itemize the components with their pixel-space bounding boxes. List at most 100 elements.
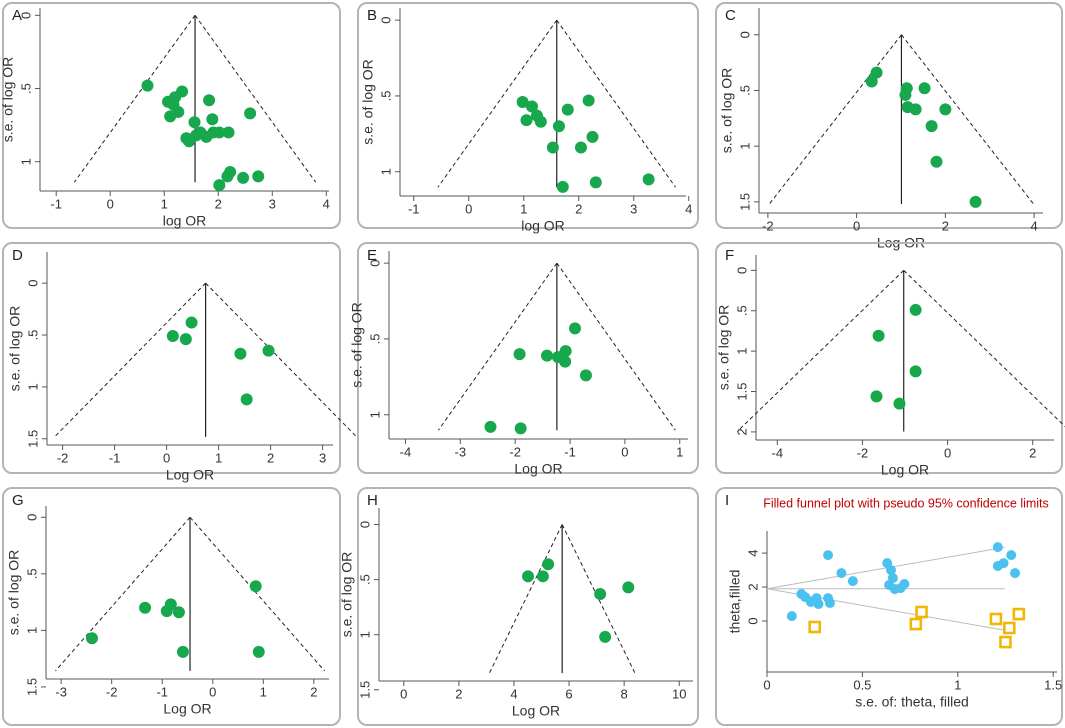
x-axis-title: Log OR xyxy=(163,701,211,717)
funnel-limit xyxy=(736,269,905,432)
point xyxy=(930,155,943,168)
x-axis-title: Log OR xyxy=(514,461,562,477)
point xyxy=(221,170,234,183)
x-axis-title: s.e. of: theta, filled xyxy=(855,694,969,710)
point xyxy=(559,355,572,368)
point xyxy=(786,611,797,622)
point xyxy=(969,195,982,208)
point xyxy=(139,601,152,614)
point xyxy=(164,110,177,123)
y-tick-label: 1 xyxy=(734,348,749,355)
panel-title: Filled funnel plot with pseudo 95% confi… xyxy=(763,496,1049,510)
panel-frame xyxy=(715,242,1063,474)
point xyxy=(915,605,928,619)
y-tick-label: 1 xyxy=(378,168,393,175)
y-tick-label: .5 xyxy=(378,91,393,102)
y-axis-title: s.e. of log OR xyxy=(716,305,732,391)
x-axis-title: log OR xyxy=(163,213,207,229)
y-axis-title: s.e. of log OR xyxy=(6,550,22,636)
point xyxy=(899,88,912,101)
y-tick-label: 2 xyxy=(734,428,749,435)
y-tick-label: 1 xyxy=(357,631,372,638)
point xyxy=(160,605,173,618)
y-axis-title: theta,filled xyxy=(727,570,743,634)
funnel-limit xyxy=(194,15,317,183)
point xyxy=(252,645,265,658)
point xyxy=(813,599,824,610)
x-axis-title: Log OR xyxy=(881,462,929,478)
point xyxy=(520,114,533,127)
point xyxy=(240,393,253,406)
x-tick-label: -1 xyxy=(156,684,168,699)
x-tick-label: 1 xyxy=(520,201,527,216)
y-tick-label: 1 xyxy=(25,383,40,390)
y-axis-title: s.e. of log OR xyxy=(349,302,365,388)
x-tick-label: 4 xyxy=(685,201,692,216)
point xyxy=(899,579,910,590)
x-tick-label: -2 xyxy=(762,218,774,233)
y-tick-label: 4 xyxy=(745,549,760,556)
point xyxy=(1003,621,1016,635)
x-tick-label: -4 xyxy=(400,444,412,459)
point xyxy=(556,180,569,193)
x-tick-label: 4 xyxy=(1031,218,1038,233)
x-tick-label: -2 xyxy=(857,445,869,460)
x-tick-label: 0 xyxy=(465,201,472,216)
panel: F -4 -2 0 2 0 .5 1 1.5 2 Log OR s.e. of log OR xyxy=(715,242,1065,478)
point xyxy=(582,94,595,107)
point xyxy=(252,170,265,183)
y-tick-label: 1 xyxy=(737,143,752,150)
x-tick-label: -1 xyxy=(564,444,576,459)
x-tick-label: 0 xyxy=(400,686,407,701)
panel-letter: C xyxy=(725,7,736,24)
funnel-limit xyxy=(903,269,1065,428)
funnel-limit xyxy=(205,282,358,438)
point xyxy=(203,94,216,107)
y-tick-label: 1 xyxy=(18,158,33,165)
point xyxy=(823,550,834,561)
panel-letter: A xyxy=(12,7,22,24)
point xyxy=(222,126,235,139)
x-tick-label: 4 xyxy=(510,686,517,701)
x-tick-label: -2 xyxy=(57,450,69,465)
x-tick-label: -2 xyxy=(509,444,521,459)
y-tick-label: 1 xyxy=(24,627,39,634)
panel: G -3 -2 -1 0 1 2 0 .5 1 1.5 Log OR s.e. of log OR xyxy=(2,487,341,726)
x-tick-label: 0 xyxy=(853,218,860,233)
y-tick-label: .5 xyxy=(367,334,382,345)
point xyxy=(847,576,858,587)
point xyxy=(642,173,655,186)
funnel-limit xyxy=(437,262,558,431)
x-tick-label: -2 xyxy=(106,684,118,699)
point xyxy=(484,420,497,433)
y-tick-label: 1.5 xyxy=(25,430,40,448)
x-axis-title: Log OR xyxy=(512,703,560,719)
y-tick-label: 1.5 xyxy=(734,382,749,400)
y-tick-label: 0 xyxy=(737,31,752,38)
point xyxy=(1010,568,1021,579)
point xyxy=(513,348,526,361)
point xyxy=(188,116,201,129)
panel-letter: B xyxy=(367,7,377,24)
y-tick-label: 0 xyxy=(378,17,393,24)
panel-frame xyxy=(357,2,699,229)
x-tick-label: -3 xyxy=(55,684,67,699)
funnel-limit xyxy=(766,546,1005,590)
point xyxy=(249,580,262,593)
y-tick-label: 0 xyxy=(357,521,372,528)
x-tick-label: -1 xyxy=(50,196,62,211)
point xyxy=(622,581,635,594)
x-tick-label: 1 xyxy=(215,450,222,465)
point xyxy=(999,635,1012,649)
x-tick-label: 8 xyxy=(621,686,628,701)
y-tick-label: 2 xyxy=(745,583,760,590)
point xyxy=(213,126,226,139)
panel: E -4 -3 -2 -1 0 1 0 .5 1 Log OR s.e. of log OR xyxy=(349,242,699,477)
funnel-limit xyxy=(556,262,676,431)
point xyxy=(536,570,549,583)
x-tick-label: 2 xyxy=(310,684,317,699)
x-tick-label: 2 xyxy=(455,686,462,701)
x-tick-label: 1 xyxy=(161,196,168,211)
point xyxy=(541,349,554,362)
